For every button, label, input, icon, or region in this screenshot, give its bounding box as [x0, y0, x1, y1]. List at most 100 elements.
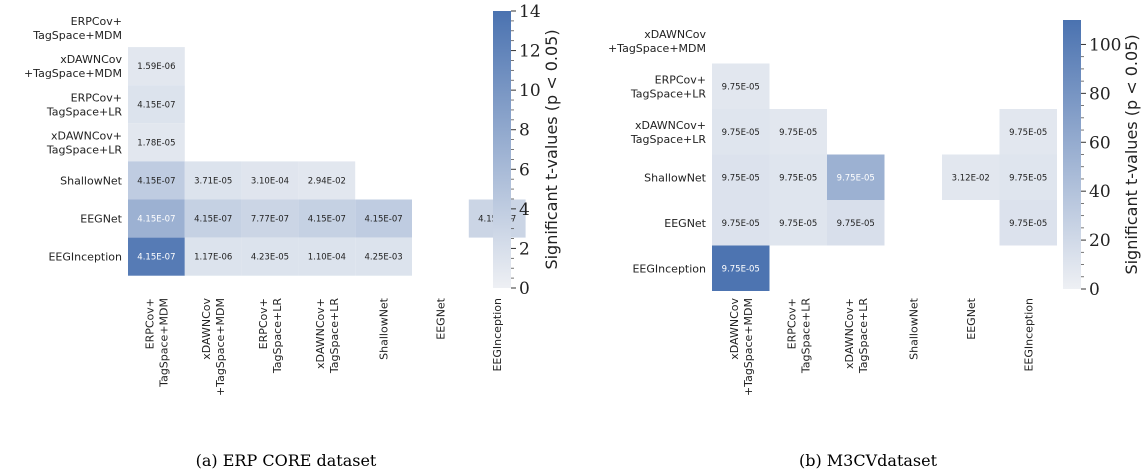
svg-text:EEGInception: EEGInception	[1022, 298, 1035, 372]
colorbar-tick-label: 6	[519, 160, 530, 180]
heatmap-cell	[999, 200, 1057, 246]
cell-p-value: 4.25E-03	[365, 253, 403, 263]
row-label: xDAWNCov+ TagSpace+LR	[46, 129, 122, 156]
row-label: ERPCov+ TagSpace+MDM	[32, 15, 122, 42]
row-label: EEGNet	[80, 213, 122, 226]
heatmap-cell	[128, 161, 185, 200]
heatmap-cell	[712, 63, 770, 109]
colorbar	[1063, 20, 1081, 289]
cell-p-value: 1.10E-04	[308, 253, 346, 263]
cell-p-value: 1.59E-06	[137, 62, 175, 72]
colorbar-tick-label: 12	[519, 42, 541, 62]
column-label: EEGInception	[1022, 298, 1035, 372]
heatmap-cell	[184, 199, 242, 238]
cell-p-value: 4.15E-07	[137, 100, 175, 110]
heatmap-cell	[128, 123, 185, 162]
heatmap-cell	[827, 200, 885, 246]
cell-p-value: 9.75E-05	[1009, 219, 1047, 229]
svg-text:ShallowNet: ShallowNet	[907, 297, 920, 360]
column-label: ShallowNet	[907, 297, 920, 360]
row-label: EEGInception	[632, 262, 706, 275]
colorbar-tick-label: 20	[1089, 231, 1111, 251]
heatmap-cell	[298, 237, 356, 276]
cell-p-value: 4.15E-07	[308, 215, 346, 225]
heatmap-cell	[128, 47, 185, 86]
cell-p-value: 1.78E-05	[137, 138, 175, 148]
colorbar-tick-label: 2	[519, 239, 530, 259]
svg-text:ERPCov+TagSpace+MDM: ERPCov+TagSpace+MDM	[143, 298, 170, 388]
row-label: EEGNet	[664, 217, 706, 230]
heatmap-panel-erp-core: 1.59E-06 4.15E-07 1.78E-05 4.15E-07 3.71E-05…	[24, 2, 561, 470]
row-label: ERPCov+ TagSpace+LR	[46, 91, 122, 118]
heatmap-cell	[184, 237, 242, 276]
svg-text:EEGInception: EEGInception	[491, 298, 504, 372]
heatmap-cell	[184, 161, 242, 200]
cell-p-value: 3.12E-02	[952, 173, 990, 183]
row-label: EEGInception	[48, 251, 122, 264]
cell-p-value: 9.75E-05	[722, 264, 760, 274]
svg-text:EEGNet: EEGNet	[434, 297, 447, 339]
column-label: xDAWNCov+TagSpace+MDM	[728, 298, 755, 397]
cell-p-value: 2.94E-02	[308, 176, 346, 186]
cell-p-value: 3.71E-05	[194, 176, 232, 186]
colorbar-tick-label: 14	[519, 2, 541, 22]
cell-p-value: 4.15E-07	[137, 253, 175, 263]
svg-text:EEGNet: EEGNet	[965, 297, 978, 339]
cell-p-value: 4.15E-07	[137, 176, 175, 186]
svg-text:ShallowNet: ShallowNet	[378, 297, 391, 360]
panel-caption: (b) M3CVdataset	[799, 451, 938, 470]
heatmap-cell	[769, 109, 827, 155]
row-label: xDAWNCov +TagSpace+MDM	[608, 28, 707, 55]
column-label: xDAWNCov+TagSpace+LR	[843, 298, 870, 374]
svg-text:ERPCov+TagSpace+LR: ERPCov+TagSpace+LR	[257, 298, 284, 374]
heatmap-panel-m3cv: 9.75E-05 9.75E-05 9.75E-05 9.75E-05 9.75E-05…	[608, 20, 1141, 470]
row-label: xDAWNCov+ TagSpace+LR	[630, 119, 706, 146]
heatmap-cell	[241, 199, 299, 238]
cell-p-value: 9.75E-05	[722, 173, 760, 183]
cell-p-value: 9.75E-05	[837, 173, 875, 183]
row-label: ShallowNet	[644, 171, 707, 184]
colorbar-tick-label: 80	[1089, 84, 1111, 104]
cell-p-value: 9.75E-05	[1009, 173, 1047, 183]
heatmap-cell	[298, 161, 356, 200]
cell-p-value: 9.75E-05	[779, 219, 817, 229]
svg-text:xDAWNCov+TagSpace+LR: xDAWNCov+TagSpace+LR	[314, 298, 341, 374]
cell-p-value: 4.15E-07	[365, 215, 403, 225]
colorbar-tick-label: 4	[519, 200, 530, 220]
cell-p-value: 3.10E-04	[251, 176, 289, 186]
heatmap-cell	[999, 109, 1057, 155]
colorbar	[493, 11, 511, 288]
row-label: ShallowNet	[60, 174, 123, 187]
cell-p-value: 9.75E-05	[779, 173, 817, 183]
column-label: EEGNet	[965, 297, 978, 339]
heatmap-cell	[712, 109, 770, 155]
cell-p-value: 4.15E-07	[137, 215, 175, 225]
cell-p-value: 9.75E-05	[837, 219, 875, 229]
colorbar-tick-label: 0	[1089, 280, 1100, 300]
heatmap-cell	[999, 154, 1057, 200]
colorbar-tick-label: 10	[519, 81, 541, 101]
heatmap-cell	[712, 200, 770, 246]
column-label: ERPCov+TagSpace+MDM	[143, 298, 170, 388]
colorbar-tick-label: 40	[1089, 182, 1111, 202]
heatmap-cell	[241, 237, 299, 276]
heatmap-cell	[241, 161, 299, 200]
heatmap-cell	[128, 85, 185, 124]
column-label: ERPCov+TagSpace+LR	[257, 298, 284, 374]
cell-p-value: 9.75E-05	[722, 128, 760, 138]
colorbar-tick-label: 8	[519, 121, 530, 141]
column-label: xDAWNCov+TagSpace+LR	[314, 298, 341, 374]
column-label: ShallowNet	[378, 297, 391, 360]
cell-p-value: 9.75E-05	[722, 219, 760, 229]
heatmap-cell	[942, 154, 1000, 200]
cell-p-value: 9.75E-05	[779, 128, 817, 138]
heatmap-cell	[128, 237, 185, 276]
heatmap-cell	[827, 154, 885, 200]
colorbar-tick-label: 60	[1089, 133, 1111, 153]
svg-text:xDAWNCov+TagSpace+MDM: xDAWNCov+TagSpace+MDM	[200, 298, 227, 397]
cell-p-value: 1.17E-06	[194, 253, 232, 263]
svg-text:xDAWNCov+TagSpace+MDM: xDAWNCov+TagSpace+MDM	[728, 298, 755, 397]
column-label: xDAWNCov+TagSpace+MDM	[200, 298, 227, 397]
colorbar-label: Significant t-values (p < 0.05)	[1122, 34, 1141, 274]
cell-p-value: 9.75E-05	[722, 82, 760, 92]
